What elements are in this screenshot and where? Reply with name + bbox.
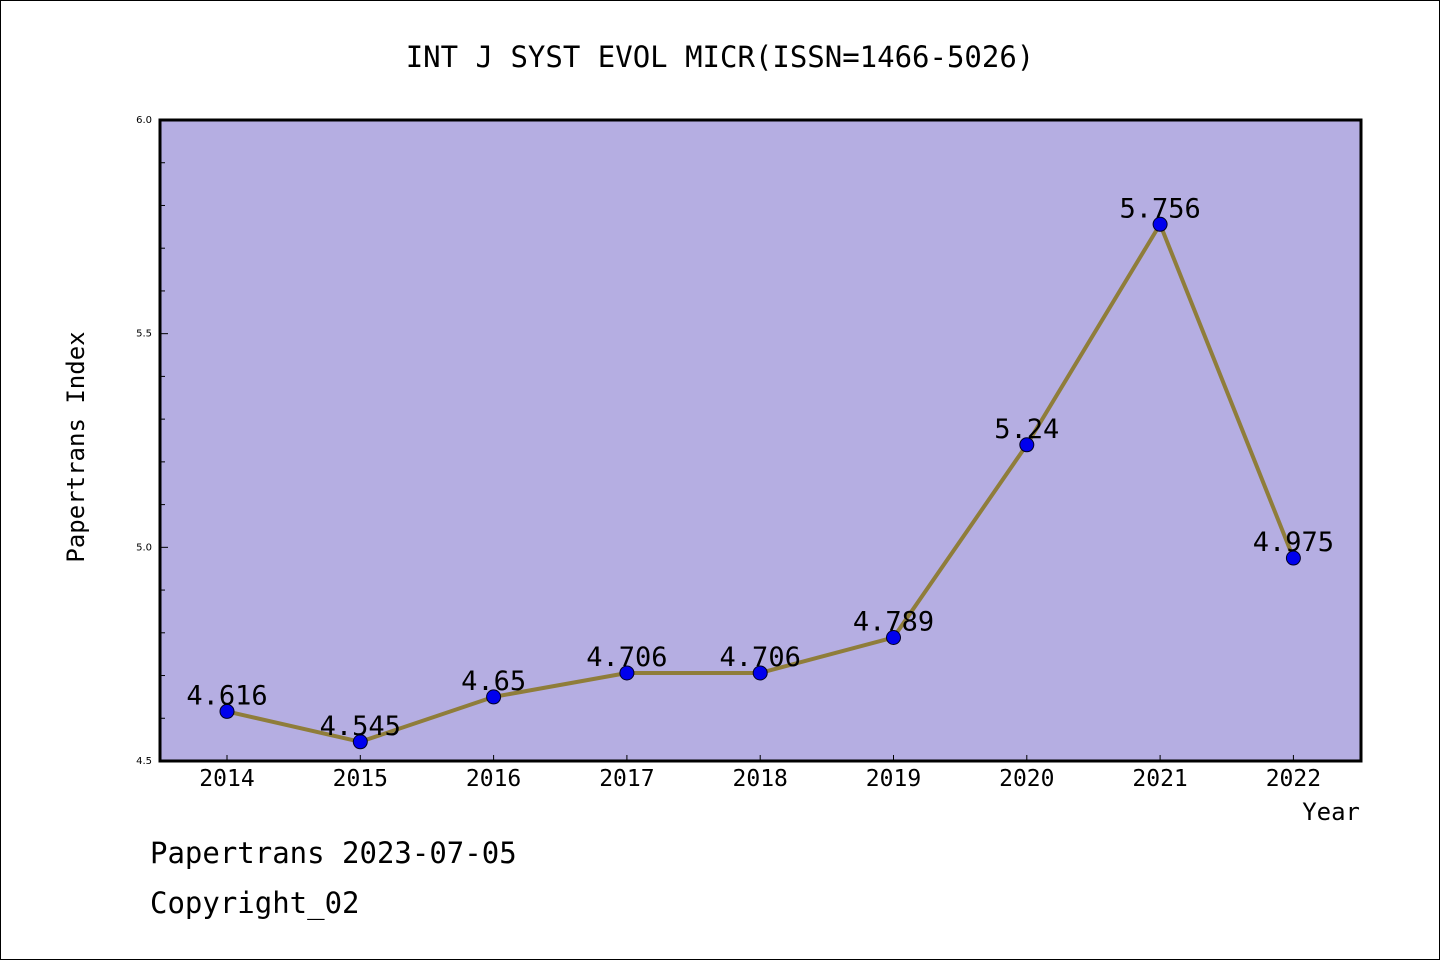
x-tick-label: 2018 bbox=[733, 766, 788, 792]
data-point bbox=[1285, 550, 1301, 566]
x-tick-label: 2016 bbox=[466, 766, 521, 792]
data-labels: 4.616 4.545 4.65 4.706 4.706 4.789 5.24 5.756 4.… bbox=[186, 193, 1334, 742]
series-markers bbox=[219, 216, 1301, 750]
data-label: 5.756 bbox=[1119, 193, 1200, 224]
x-tick-label: 2020 bbox=[999, 766, 1054, 792]
data-point bbox=[752, 665, 768, 681]
data-point bbox=[1019, 437, 1035, 453]
data-point bbox=[352, 734, 368, 750]
data-point bbox=[219, 703, 235, 719]
y-tick-label: 4.5 bbox=[136, 756, 152, 767]
y-tick-label: 5.0 bbox=[136, 542, 152, 553]
y-axis-label: Papertrans Index bbox=[62, 331, 90, 562]
data-label: 4.706 bbox=[586, 642, 667, 673]
data-label: 4.789 bbox=[853, 607, 934, 638]
x-tick-label: 2015 bbox=[333, 766, 388, 792]
data-point bbox=[486, 689, 502, 705]
data-point bbox=[886, 630, 901, 646]
x-tick-label: 2014 bbox=[199, 766, 254, 792]
y-tick-label: 6.0 bbox=[136, 115, 152, 126]
data-label: 4.975 bbox=[1253, 527, 1334, 558]
data-label: 4.616 bbox=[186, 680, 267, 711]
data-label: 4.545 bbox=[320, 711, 401, 742]
data-point bbox=[1152, 216, 1168, 232]
data-label: 4.706 bbox=[720, 642, 801, 673]
x-tick-label: 2022 bbox=[1266, 766, 1321, 792]
footer-copyright: Copyright_02 bbox=[150, 886, 360, 920]
x-tick-label: 2017 bbox=[599, 766, 654, 792]
chart-title: INT J SYST EVOL MICR(ISSN=1466-5026) bbox=[406, 40, 1035, 74]
data-label: 5.24 bbox=[994, 414, 1059, 445]
x-tick-label: 2021 bbox=[1132, 766, 1187, 792]
y-tick-label: 5.5 bbox=[136, 329, 152, 340]
plot-border bbox=[158, 118, 1363, 763]
data-label: 4.65 bbox=[461, 666, 526, 697]
footer-date: Papertrans 2023-07-05 bbox=[150, 836, 517, 870]
data-point bbox=[619, 665, 635, 681]
x-tick-label: 2019 bbox=[866, 766, 921, 792]
x-axis-label: Year bbox=[1302, 798, 1360, 826]
x-axis: 2014 2015 2016 2017 2018 2019 2020 2021 2022 bbox=[199, 755, 1321, 792]
